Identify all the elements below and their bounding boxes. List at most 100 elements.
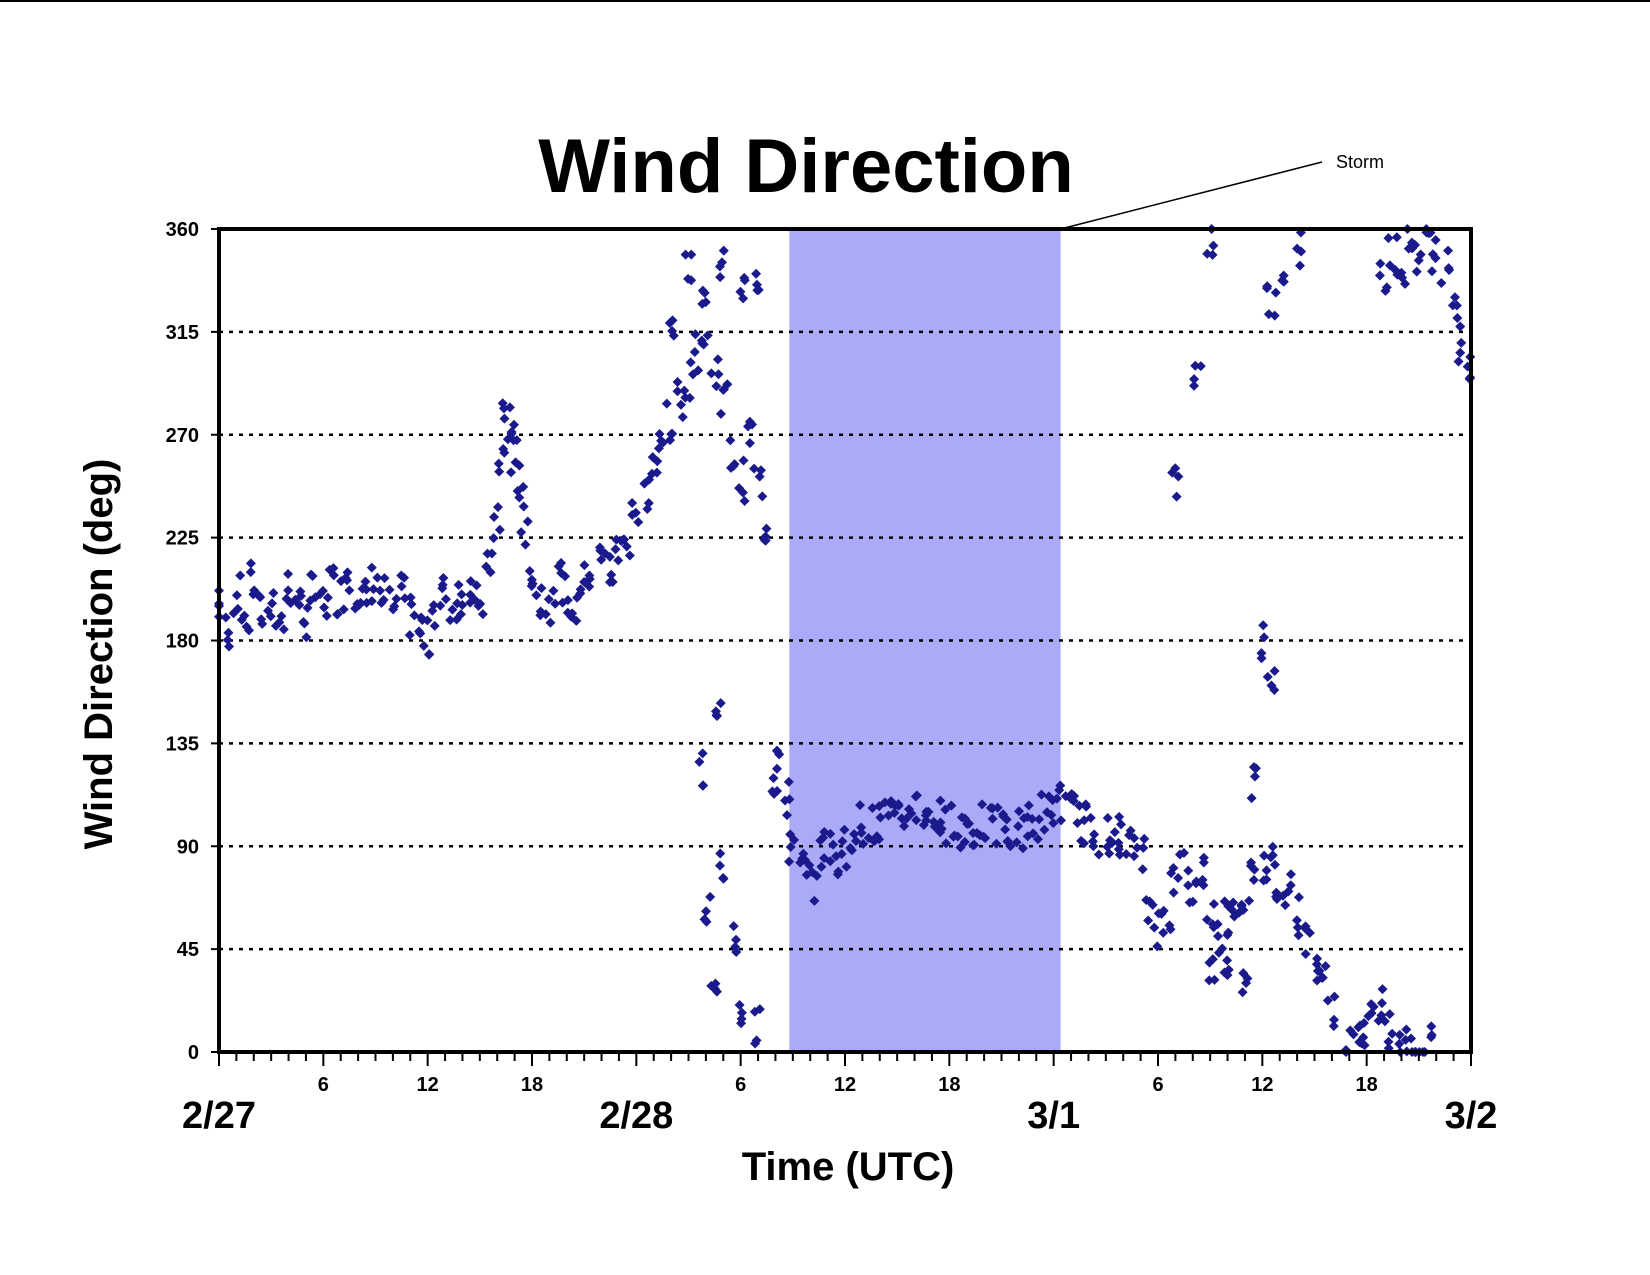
data-point [899, 821, 910, 832]
data-point [265, 611, 276, 622]
data-point [1168, 887, 1179, 898]
data-point [801, 869, 812, 880]
data-point [1222, 955, 1233, 966]
data-point [404, 630, 415, 641]
data-point [1391, 232, 1402, 243]
data-point [575, 584, 586, 595]
chart-title: Wind Direction [538, 124, 1074, 209]
data-point [437, 579, 448, 590]
data-point [224, 641, 235, 652]
storm-annotation-label: Storm [1336, 152, 1384, 172]
data-point [1238, 905, 1249, 916]
data-point [1316, 972, 1327, 983]
data-point [1195, 361, 1206, 372]
data-point [935, 795, 946, 806]
x-tick-label: 18 [521, 1074, 543, 1096]
data-point [856, 822, 867, 833]
data-point [747, 419, 758, 430]
data-point [524, 566, 535, 577]
data-point [711, 711, 722, 722]
data-point [1269, 859, 1280, 870]
data-point [667, 428, 678, 439]
data-point [1377, 984, 1388, 995]
data-point [1443, 245, 1454, 256]
data-point [651, 467, 662, 478]
data-point [298, 617, 309, 628]
data-point [783, 776, 794, 787]
data-point [1189, 380, 1200, 391]
data-point [739, 495, 750, 506]
data-point [1149, 922, 1160, 933]
x-axis-title: Time (UTC) [742, 1145, 955, 1189]
data-point [685, 357, 696, 368]
data-point [771, 763, 782, 774]
y-tick-label: 45 [177, 939, 199, 961]
data-point [1249, 864, 1260, 875]
data-point [1263, 309, 1274, 320]
data-point [512, 486, 523, 497]
data-point [424, 649, 435, 660]
data-point [1019, 813, 1030, 824]
data-point [294, 600, 305, 611]
data-point [825, 828, 836, 839]
data-point [338, 604, 349, 615]
data-point [734, 1000, 745, 1011]
data-point [315, 589, 326, 600]
data-point [499, 413, 510, 424]
data-point [1093, 849, 1104, 860]
data-point [1312, 953, 1323, 964]
data-point [715, 272, 726, 283]
data-point [1056, 815, 1067, 826]
data-point [1248, 874, 1259, 885]
data-point [366, 596, 377, 607]
data-point [1394, 1029, 1405, 1040]
data-point [457, 600, 468, 611]
data-point [295, 590, 306, 601]
data-point [278, 624, 289, 635]
data-point [1028, 828, 1039, 839]
data-point [782, 810, 793, 821]
data-point [518, 501, 529, 512]
data-point [1285, 869, 1296, 880]
data-point [489, 511, 500, 522]
data-point [855, 800, 866, 811]
data-point [1329, 1014, 1340, 1025]
data-point [1125, 825, 1136, 836]
x-tick-label: 12 [834, 1074, 856, 1096]
data-point [342, 575, 353, 586]
data-point [465, 589, 476, 600]
data-point [1183, 880, 1194, 891]
data-point [506, 467, 517, 478]
data-point [1002, 836, 1013, 847]
data-point [690, 329, 701, 340]
data-point [1415, 249, 1426, 260]
data-point [235, 570, 246, 581]
data-point [725, 435, 736, 446]
data-point [231, 590, 242, 601]
data-point [643, 498, 654, 509]
data-point [809, 895, 820, 906]
data-point [686, 249, 697, 260]
data-point [1089, 829, 1100, 840]
data-point [959, 837, 970, 848]
data-point [759, 534, 770, 545]
data-point [368, 584, 379, 595]
data-point [697, 748, 708, 759]
data-point [1320, 961, 1331, 972]
x-tick-label: 18 [938, 1074, 960, 1096]
data-point [360, 576, 371, 587]
data-point [1376, 998, 1387, 1009]
data-point [845, 843, 856, 854]
data-point [610, 544, 621, 555]
data-point [754, 471, 765, 482]
data-point [735, 286, 746, 297]
x-tick-label: 18 [1356, 1074, 1378, 1096]
data-point [429, 620, 440, 631]
data-point [302, 602, 313, 613]
data-point [1376, 1010, 1387, 1021]
data-point [1068, 795, 1079, 806]
data-point [1277, 275, 1288, 286]
data-point [1223, 927, 1234, 938]
data-point [1212, 919, 1223, 930]
data-point [613, 555, 624, 566]
